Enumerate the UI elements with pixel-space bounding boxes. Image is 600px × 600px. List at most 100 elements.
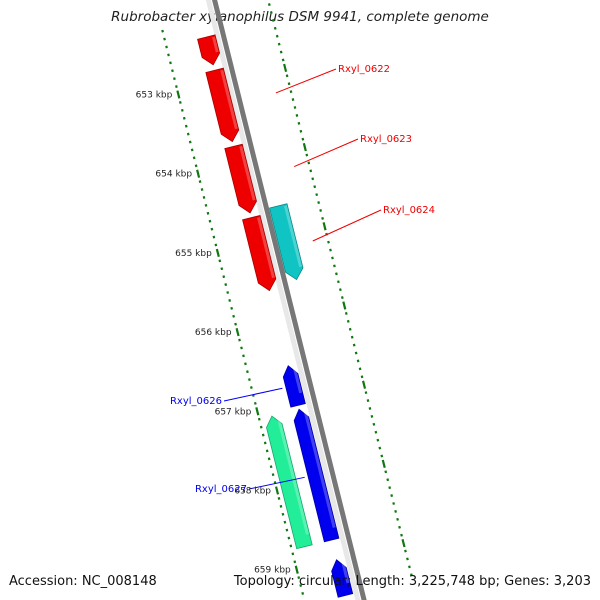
tick-left (178, 100, 182, 104)
tick-left (257, 417, 261, 421)
gene-highlight (283, 205, 303, 268)
tick-left (173, 77, 176, 81)
tick-right (408, 565, 411, 569)
tick-left (169, 61, 172, 65)
label-leader (312, 209, 382, 242)
gene-label: Rxyl_0627 (195, 484, 247, 495)
tick-left (228, 298, 232, 302)
tick-right (400, 533, 403, 537)
tick-left (267, 457, 271, 461)
tick-right (396, 517, 399, 521)
gene-label: Rxyl_0624 (383, 205, 435, 216)
tick-left (263, 441, 267, 445)
tick-left (220, 267, 224, 271)
tick-right (311, 177, 315, 181)
gene-g-bottom (331, 559, 354, 598)
tick-left (271, 473, 275, 477)
tick-right (410, 573, 413, 577)
tick-right (271, 18, 275, 22)
tick-left (224, 283, 228, 287)
tick-right (299, 129, 303, 133)
tick-right (322, 222, 327, 231)
tick-right (366, 399, 370, 402)
tick-left (194, 164, 198, 168)
tick-right (340, 296, 344, 300)
tick-right (337, 280, 340, 284)
tick-right (362, 380, 367, 389)
tick-right (297, 121, 301, 125)
tick-left (208, 219, 212, 223)
tick-left (215, 248, 220, 258)
gene-g0627 (293, 408, 340, 543)
tick-right (342, 301, 347, 310)
tick-right (295, 113, 299, 117)
tick-left (192, 156, 196, 160)
tick-right (344, 311, 348, 315)
tick-left (238, 338, 241, 342)
tick-right (273, 26, 277, 30)
tick-right (384, 470, 388, 474)
tick-right (293, 106, 297, 109)
label-leader (275, 68, 337, 94)
gene-highlight (220, 69, 238, 130)
kbp-label: 659 kbp (254, 566, 291, 576)
tick-right (269, 11, 273, 14)
tick-right (307, 161, 311, 165)
tick-left (297, 576, 301, 580)
tick-left (255, 407, 260, 416)
tick-right (374, 430, 378, 434)
tick-right (275, 34, 279, 38)
accession-text: Accession: NC_008148 (9, 574, 157, 589)
tick-left (167, 53, 170, 57)
tick-right (348, 327, 352, 331)
gene-highlight (239, 145, 256, 201)
tick-right (354, 351, 358, 355)
tick-left (198, 180, 202, 184)
kbp-label: 654 kbp (155, 170, 192, 180)
tick-left (202, 196, 206, 199)
tick-left (204, 203, 208, 207)
tick-left (206, 211, 210, 215)
tick-left (244, 362, 247, 366)
gene-label: Rxyl_0626 (170, 396, 222, 407)
kbp-label: 656 kbp (195, 328, 232, 338)
tick-left (190, 148, 194, 152)
tick-right (406, 557, 409, 561)
tick-left (261, 433, 265, 437)
tick-right (317, 201, 321, 204)
tick-right (390, 494, 394, 498)
tick-right (283, 63, 288, 73)
tick-left (293, 560, 297, 564)
tick-left (182, 116, 186, 120)
tick-left (299, 584, 303, 587)
tick-left (186, 132, 190, 136)
ruler-ticks-left (161, 29, 306, 600)
genome-summary: Topology: circular; Length: 3,225,748 bp… (233, 574, 591, 589)
tick-left (188, 140, 192, 144)
tick-right (352, 343, 356, 347)
tick-left (165, 45, 168, 49)
tick-right (301, 137, 305, 141)
tick-right (388, 486, 392, 490)
tick-right (331, 256, 334, 260)
tick-left (287, 536, 291, 540)
tick-right (291, 98, 295, 102)
tick-left (277, 496, 281, 500)
tick-right (277, 42, 281, 46)
tick-right (302, 142, 307, 152)
tick-right (392, 502, 395, 505)
gene-features (197, 34, 354, 598)
tick-left (253, 401, 257, 405)
gene-highlight (257, 217, 275, 279)
kbp-label: 653 kbp (136, 90, 173, 100)
tick-right (335, 272, 338, 276)
kbp-label: 655 kbp (175, 249, 212, 259)
tick-right (329, 248, 332, 252)
tick-left (242, 354, 245, 358)
tick-right (376, 438, 380, 442)
tick-right (380, 454, 384, 458)
tick-right (279, 50, 283, 54)
tick-left (184, 124, 188, 128)
tick-left (196, 169, 201, 178)
